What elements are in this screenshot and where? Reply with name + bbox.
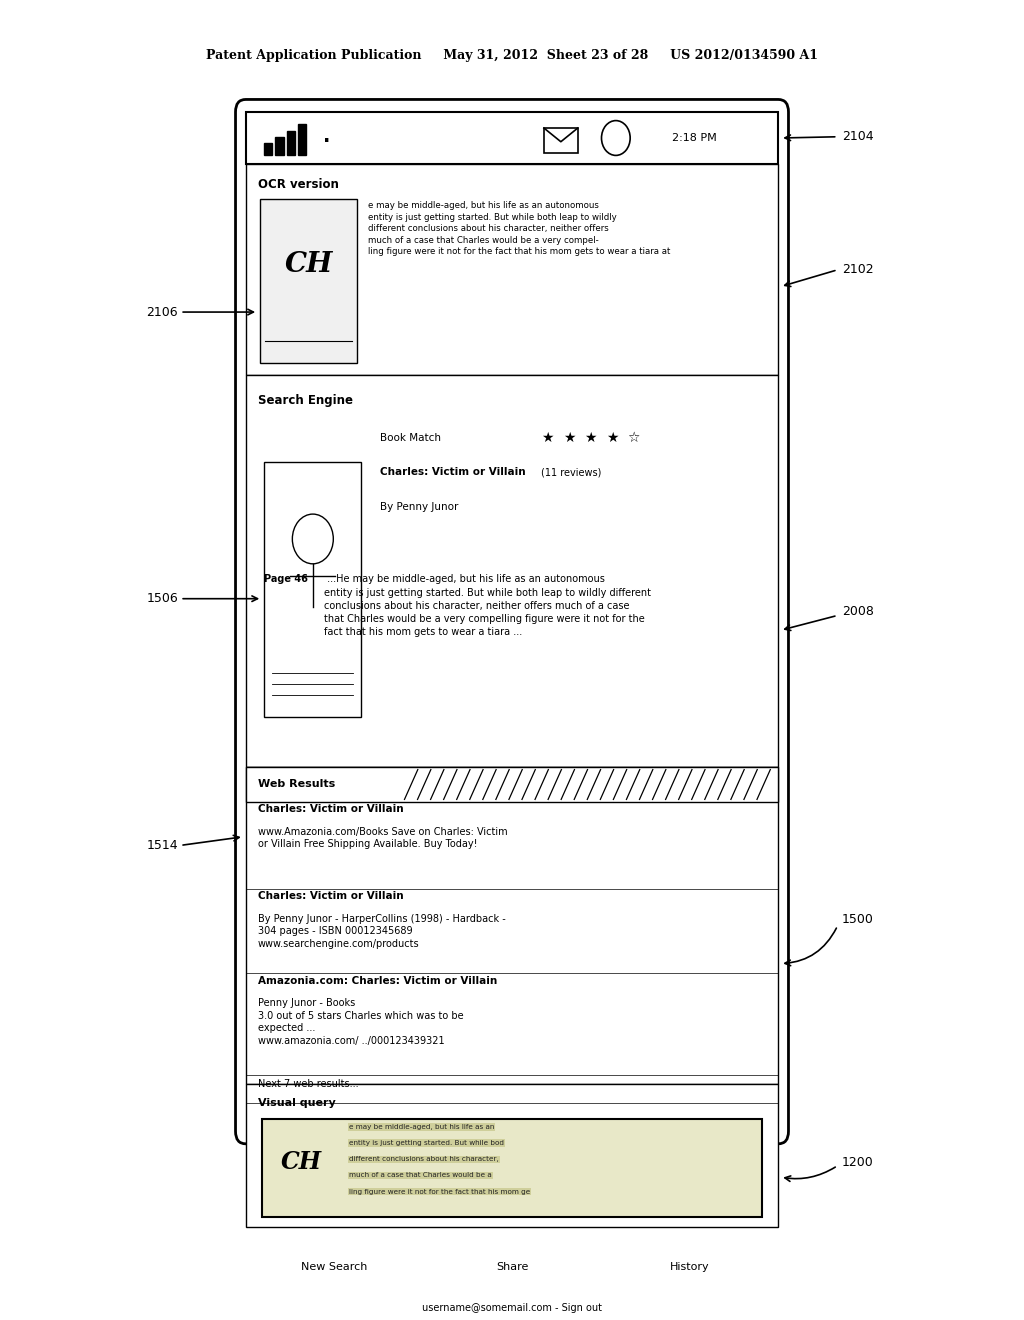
Bar (246, 375, 778, 767)
Text: ling figure were it not for the fact that his mom ge: ling figure were it not for the fact tha… (349, 1188, 530, 1195)
Bar (423, 1245, 601, 1290)
Text: Search Engine: Search Engine (258, 393, 353, 407)
Text: different conclusions about his character,: different conclusions about his characte… (349, 1156, 499, 1162)
Text: By Penny Junor: By Penny Junor (380, 502, 459, 512)
Circle shape (601, 120, 630, 156)
Bar (264, 462, 361, 717)
Text: .: . (323, 127, 330, 147)
Bar (262, 1119, 762, 1217)
Text: e may be middle-aged, but his life as an autonomous
entity is just getting start: e may be middle-aged, but his life as an… (368, 202, 670, 256)
Bar (246, 1084, 778, 1228)
Circle shape (293, 513, 334, 564)
Text: 1500: 1500 (842, 912, 873, 925)
Bar (246, 1245, 423, 1290)
Text: ★: ★ (563, 430, 575, 445)
Text: e may be middle-aged, but his life as an: e may be middle-aged, but his life as an (349, 1123, 495, 1130)
Bar (287, 131, 295, 156)
Text: 2008: 2008 (842, 605, 873, 618)
Text: Charles: Victim or Villain: Charles: Victim or Villain (380, 467, 525, 478)
Text: 2104: 2104 (842, 131, 873, 144)
Text: Page 46: Page 46 (264, 574, 308, 585)
Text: By Penny Junor - HarperCollins (1998) - Hardback -
304 pages - ISBN 00012345689
: By Penny Junor - HarperCollins (1998) - … (258, 913, 506, 949)
Bar (601, 1245, 778, 1290)
Text: CH: CH (285, 251, 333, 279)
Bar (246, 164, 778, 375)
Text: Patent Application Publication     May 31, 2012  Sheet 23 of 28     US 2012/0134: Patent Application Publication May 31, 2… (206, 49, 818, 62)
Text: ★: ★ (606, 430, 618, 445)
Bar (298, 124, 306, 156)
Text: much of a case that Charles would be a: much of a case that Charles would be a (349, 1172, 492, 1179)
Bar (246, 112, 778, 164)
Text: Charles: Victim or Villain: Charles: Victim or Villain (258, 891, 403, 902)
Text: (11 reviews): (11 reviews) (542, 467, 602, 478)
Text: 2106: 2106 (146, 305, 178, 318)
Text: ☆: ☆ (628, 430, 640, 445)
Bar (260, 199, 357, 363)
Text: ★: ★ (542, 430, 554, 445)
Text: Web Results: Web Results (258, 780, 335, 789)
Text: CH: CH (281, 1150, 322, 1173)
Text: 1506: 1506 (146, 593, 178, 605)
Text: Next 7 web results...: Next 7 web results... (258, 1080, 358, 1089)
Text: OCR version: OCR version (258, 177, 339, 190)
Text: History: History (670, 1262, 710, 1272)
Text: Penny Junor - Books
3.0 out of 5 stars Charles which was to be
expected ...
www.: Penny Junor - Books 3.0 out of 5 stars C… (258, 998, 464, 1045)
Bar (246, 767, 778, 1084)
Text: 2:18 PM: 2:18 PM (672, 133, 717, 143)
Text: 1514: 1514 (146, 840, 178, 851)
Bar (246, 767, 778, 803)
Text: Share: Share (496, 1262, 528, 1272)
Bar (264, 143, 272, 156)
Text: Book Match: Book Match (380, 433, 441, 442)
Text: Charles: Victim or Villain: Charles: Victim or Villain (258, 804, 403, 814)
Text: entity is just getting started. But while bod: entity is just getting started. But whil… (349, 1140, 504, 1146)
Text: 1200: 1200 (842, 1156, 873, 1170)
Text: www.Amazonia.com/Books Save on Charles: Victim
or Villain Free Shipping Availabl: www.Amazonia.com/Books Save on Charles: … (258, 826, 508, 849)
Text: ★: ★ (585, 430, 597, 445)
Text: 2102: 2102 (842, 263, 873, 276)
Text: ...He may be middle-aged, but his life as an autonomous
entity is just getting s: ...He may be middle-aged, but his life a… (324, 574, 650, 638)
Text: Amazonia.com: Charles: Victim or Villain: Amazonia.com: Charles: Victim or Villain (258, 975, 498, 986)
Text: New Search: New Search (301, 1262, 368, 1272)
Text: Figure 22: Figure 22 (471, 1199, 553, 1213)
FancyBboxPatch shape (236, 99, 788, 1144)
Text: username@somemail.com - Sign out: username@somemail.com - Sign out (422, 1303, 602, 1312)
Bar (275, 137, 284, 156)
Bar (246, 1290, 778, 1320)
Bar (544, 128, 578, 153)
Text: Visual query: Visual query (258, 1098, 336, 1107)
